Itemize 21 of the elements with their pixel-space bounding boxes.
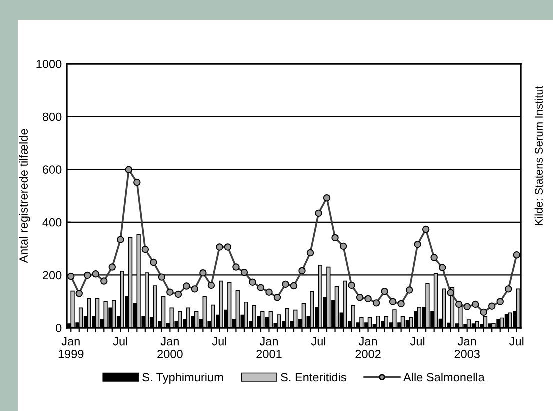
x-tick-label: Jul [311, 337, 326, 346]
x-tick-label: Jan 2001 [256, 337, 282, 358]
x-tick-label: Jan 2003 [454, 337, 480, 358]
x-tick-label: Jul [113, 337, 128, 346]
y-tick-label: 800 [42, 112, 62, 122]
y-axis-title: Antal registrerede tilfælde [19, 129, 30, 264]
x-tick-label: Jan 1999 [58, 337, 84, 358]
x-tick-label: Jul [212, 337, 226, 346]
y-tick-label: 1000 [36, 60, 62, 68]
y-tick-label: 600 [43, 166, 62, 174]
x-tick-label: Jul [410, 337, 425, 346]
x-tick-label: Jan 2000 [158, 337, 183, 358]
legend-label: Alle Salmonella [404, 372, 485, 382]
x-tick-label: Jul [510, 337, 524, 346]
y-tick-label: 200 [43, 271, 62, 280]
legend-label: S. Typhimurium [142, 372, 224, 384]
x-tick-label: Jan 2002 [356, 337, 381, 358]
y-tick-label: 400 [42, 218, 62, 227]
text: Kilde: Statens Serum Institut [534, 86, 543, 226]
legend-label: S. Enteritidis [281, 372, 346, 382]
y-tick-label: 0 [56, 324, 62, 332]
